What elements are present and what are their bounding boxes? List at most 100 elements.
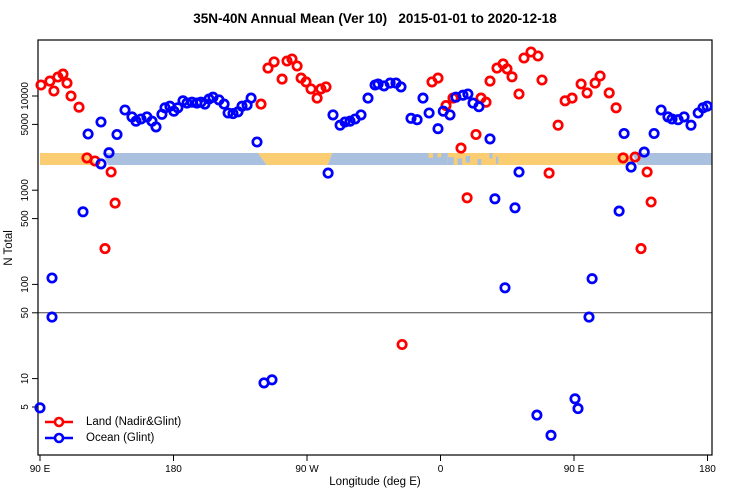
data-point-ocean [432, 123, 444, 135]
surface-band-patch-ocean [489, 153, 493, 159]
data-point-ocean [77, 206, 89, 218]
x-tick-label: 90 W [295, 464, 319, 475]
data-point-ocean [685, 119, 697, 131]
legend-label-ocean: Ocean (Glint) [86, 432, 155, 444]
surface-band-patch-ocean [465, 156, 471, 163]
data-point-land [61, 77, 73, 89]
data-point-land [315, 83, 327, 95]
data-point-ocean [513, 166, 525, 178]
data-point-ocean [236, 100, 248, 112]
data-point-land [57, 68, 69, 80]
x-tick-label: 180 [165, 464, 182, 475]
y-tick-label: 1000 [20, 179, 31, 202]
data-point-land [575, 78, 587, 90]
data-point-land [589, 77, 601, 89]
data-point-ocean [362, 92, 374, 104]
data-point-ocean [423, 107, 435, 119]
data-point-land [513, 88, 525, 100]
surface-band-ocean [327, 153, 448, 165]
data-point-ocean [678, 111, 690, 123]
surface-band-patch-land [437, 153, 442, 158]
data-point-ocean [46, 311, 58, 323]
data-point-ocean [545, 429, 557, 441]
surface-band-ocean [631, 153, 712, 165]
surface-band-patch-ocean [477, 159, 482, 165]
y-tick-label: 500 [20, 210, 31, 227]
data-point-land [286, 53, 298, 65]
legend-label-land: Land (Nadir&Glint) [86, 416, 182, 428]
land-circle [53, 416, 65, 428]
data-point-land [581, 87, 593, 99]
data-point-ocean [135, 113, 147, 125]
data-point-land [65, 90, 77, 102]
data-point-ocean [34, 402, 46, 414]
data-point-ocean [172, 102, 184, 114]
x-tick-label: 180 [699, 464, 716, 475]
data-point-ocean [251, 136, 263, 148]
surface-band-land [258, 153, 333, 165]
data-point-ocean [218, 98, 230, 110]
data-point-land [617, 152, 629, 164]
data-point-land [432, 72, 444, 84]
data-point-land [99, 243, 111, 255]
surface-band-patch-ocean [447, 157, 454, 165]
data-point-ocean [222, 107, 234, 119]
data-point-land [536, 74, 548, 86]
data-point-ocean [457, 89, 469, 101]
data-point-land [641, 166, 653, 178]
y-tick-label: 100 [20, 276, 31, 293]
data-point-land [566, 92, 578, 104]
x-tick-label: 90 E [564, 464, 585, 475]
legend-item-ocean: Ocean (Glint) [44, 430, 181, 446]
data-point-ocean [82, 128, 94, 140]
surface-band-patch-ocean [496, 156, 499, 164]
data-point-ocean [266, 374, 278, 386]
data-point-land [470, 128, 482, 141]
data-point-land [262, 62, 274, 74]
data-point-ocean [181, 97, 193, 109]
data-point-land [532, 50, 544, 62]
data-point-land [105, 166, 117, 178]
data-point-ocean [509, 202, 521, 214]
data-point-land [610, 102, 622, 114]
data-point-ocean [638, 146, 650, 158]
chart-title: 35N-40N Annual Mean (Ver 10) 2015-01-01 … [193, 11, 557, 26]
data-point-land [48, 85, 60, 97]
data-point-land [543, 167, 555, 179]
data-point-land [311, 92, 323, 104]
y-tick-label: 50 [20, 307, 31, 319]
data-point-ocean [618, 127, 630, 140]
legend-item-land: Land (Nadir&Glint) [44, 414, 181, 430]
data-point-land [552, 119, 564, 131]
data-point-land [645, 196, 657, 208]
data-point-ocean [417, 92, 429, 104]
data-point-ocean [484, 133, 496, 145]
data-point-ocean [701, 100, 713, 112]
data-point-land [396, 338, 408, 351]
data-point-ocean [405, 112, 417, 124]
data-point-ocean [655, 104, 667, 116]
surface-band-patch-ocean [457, 158, 462, 165]
data-point-ocean [372, 78, 384, 90]
data-point-ocean [46, 272, 58, 284]
data-point-ocean [411, 114, 423, 126]
data-point-land [501, 63, 513, 75]
data-point-ocean [95, 158, 107, 170]
y-tick-label: 5000 [20, 113, 31, 136]
data-point-land [455, 142, 467, 154]
data-point-land [484, 75, 496, 87]
data-point-land [109, 197, 121, 209]
data-point-ocean [150, 121, 162, 133]
surface-band-ocean [102, 153, 267, 165]
data-point-ocean [473, 101, 485, 113]
data-point-ocean [531, 409, 543, 421]
data-point-ocean [95, 116, 107, 128]
x-tick-label: 0 [438, 464, 444, 475]
data-point-land [305, 83, 317, 95]
data-point-land [320, 81, 332, 93]
y-tick-label: 10000 [20, 82, 31, 110]
ocean-circle [53, 432, 65, 444]
land-marker-icon [45, 416, 73, 428]
data-point-ocean [572, 403, 584, 415]
